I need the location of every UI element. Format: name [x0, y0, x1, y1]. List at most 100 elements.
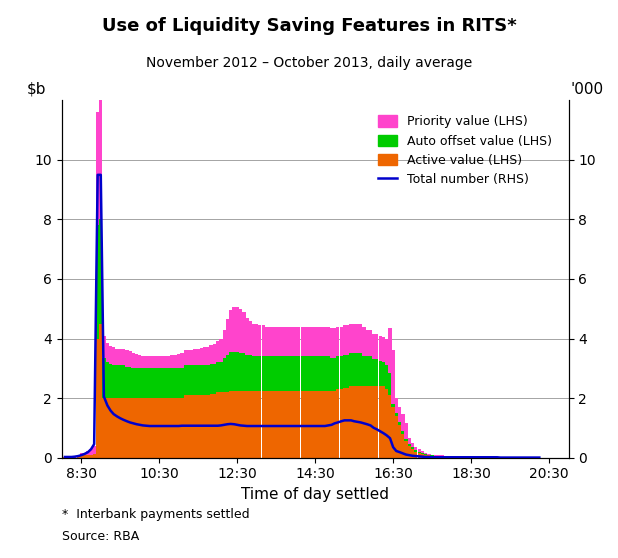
Bar — [349, 353, 353, 386]
Bar — [255, 324, 258, 357]
Bar — [391, 404, 395, 407]
Bar — [138, 355, 142, 368]
Bar — [222, 358, 226, 392]
Bar — [174, 368, 177, 398]
Bar — [379, 335, 382, 361]
Bar — [125, 350, 129, 367]
Bar — [161, 357, 164, 368]
Bar — [125, 398, 129, 458]
Bar — [395, 398, 398, 413]
Bar — [112, 398, 116, 458]
Bar — [284, 357, 287, 391]
Bar — [67, 457, 70, 458]
Bar — [99, 324, 103, 458]
Text: Use of Liquidity Saving Features in RITS*: Use of Liquidity Saving Features in RITS… — [101, 17, 517, 35]
Bar — [102, 398, 106, 458]
Bar — [362, 326, 366, 357]
Bar — [398, 422, 402, 425]
Bar — [213, 393, 216, 458]
Bar — [277, 391, 281, 458]
Bar — [93, 446, 96, 454]
Bar — [132, 398, 135, 458]
Bar — [180, 368, 184, 398]
Bar — [355, 353, 359, 386]
Bar — [310, 357, 314, 391]
Bar — [210, 345, 213, 364]
Bar — [460, 457, 463, 458]
Text: '000: '000 — [571, 82, 604, 97]
Bar — [369, 386, 372, 458]
Bar — [316, 326, 320, 357]
Bar — [301, 326, 304, 357]
Bar — [424, 453, 427, 454]
Bar — [434, 456, 437, 458]
Bar — [398, 425, 402, 458]
Bar — [142, 368, 145, 398]
Bar — [391, 350, 395, 404]
Bar — [297, 391, 300, 458]
Bar — [180, 398, 184, 458]
Bar — [297, 357, 300, 391]
Bar — [291, 326, 294, 357]
Bar — [184, 350, 187, 365]
Bar — [213, 364, 216, 393]
Bar — [418, 449, 421, 452]
Bar — [336, 389, 339, 458]
Bar — [440, 456, 444, 458]
Bar — [77, 455, 80, 456]
Bar — [294, 391, 297, 458]
Bar — [421, 451, 424, 453]
Bar — [132, 353, 135, 368]
Bar — [154, 398, 158, 458]
Bar — [418, 452, 421, 453]
Bar — [77, 456, 80, 458]
Bar — [440, 455, 444, 456]
Bar — [112, 348, 116, 365]
Bar — [281, 326, 284, 357]
Bar — [274, 357, 278, 391]
Bar — [116, 365, 119, 398]
Bar — [395, 416, 398, 458]
Bar — [200, 348, 203, 365]
Bar — [287, 357, 290, 391]
Bar — [142, 356, 145, 368]
Bar — [119, 365, 122, 398]
Bar — [158, 357, 161, 368]
Bar — [382, 337, 385, 362]
Bar — [323, 391, 326, 458]
Bar — [232, 391, 235, 458]
Bar — [271, 326, 275, 357]
Bar — [145, 398, 148, 458]
Bar — [135, 398, 138, 458]
Bar — [424, 454, 427, 455]
Bar — [340, 357, 343, 389]
Bar — [167, 368, 171, 398]
Bar — [151, 398, 154, 458]
Bar — [352, 386, 356, 458]
Bar — [316, 357, 320, 391]
Bar — [206, 365, 210, 395]
Bar — [274, 391, 278, 458]
Bar — [206, 348, 210, 365]
Bar — [109, 364, 112, 398]
Bar — [369, 357, 372, 386]
Bar — [151, 357, 154, 368]
Bar — [408, 438, 411, 444]
X-axis label: Time of day settled: Time of day settled — [241, 487, 389, 502]
Bar — [431, 456, 434, 458]
Bar — [375, 359, 378, 386]
Bar — [313, 326, 317, 357]
Bar — [385, 389, 388, 458]
Bar — [424, 455, 427, 458]
Bar — [248, 391, 252, 458]
Bar — [349, 324, 353, 353]
Bar — [184, 395, 187, 458]
Bar — [226, 392, 229, 458]
Bar — [418, 453, 421, 458]
Bar — [106, 362, 109, 398]
Bar — [382, 362, 385, 386]
Bar — [154, 357, 158, 368]
Bar — [245, 391, 248, 458]
Bar — [154, 368, 158, 398]
Bar — [388, 373, 392, 395]
